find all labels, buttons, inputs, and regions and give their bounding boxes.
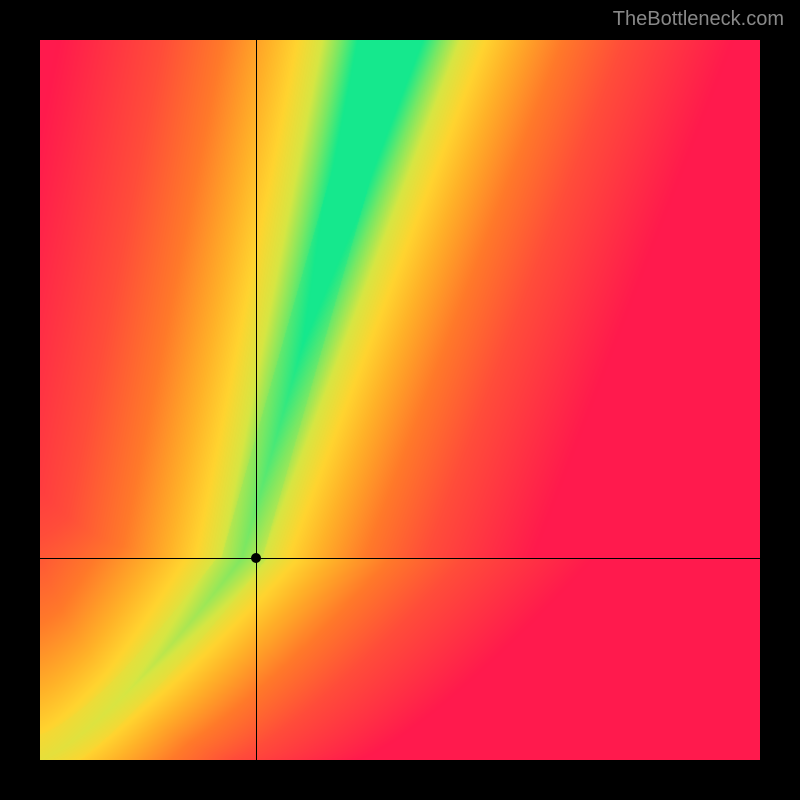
marker-dot <box>251 553 261 563</box>
crosshair-vertical <box>256 40 257 760</box>
heatmap-plot <box>40 40 760 760</box>
heatmap-canvas <box>40 40 760 760</box>
watermark-text: TheBottleneck.com <box>613 8 784 31</box>
crosshair-horizontal <box>40 558 760 559</box>
